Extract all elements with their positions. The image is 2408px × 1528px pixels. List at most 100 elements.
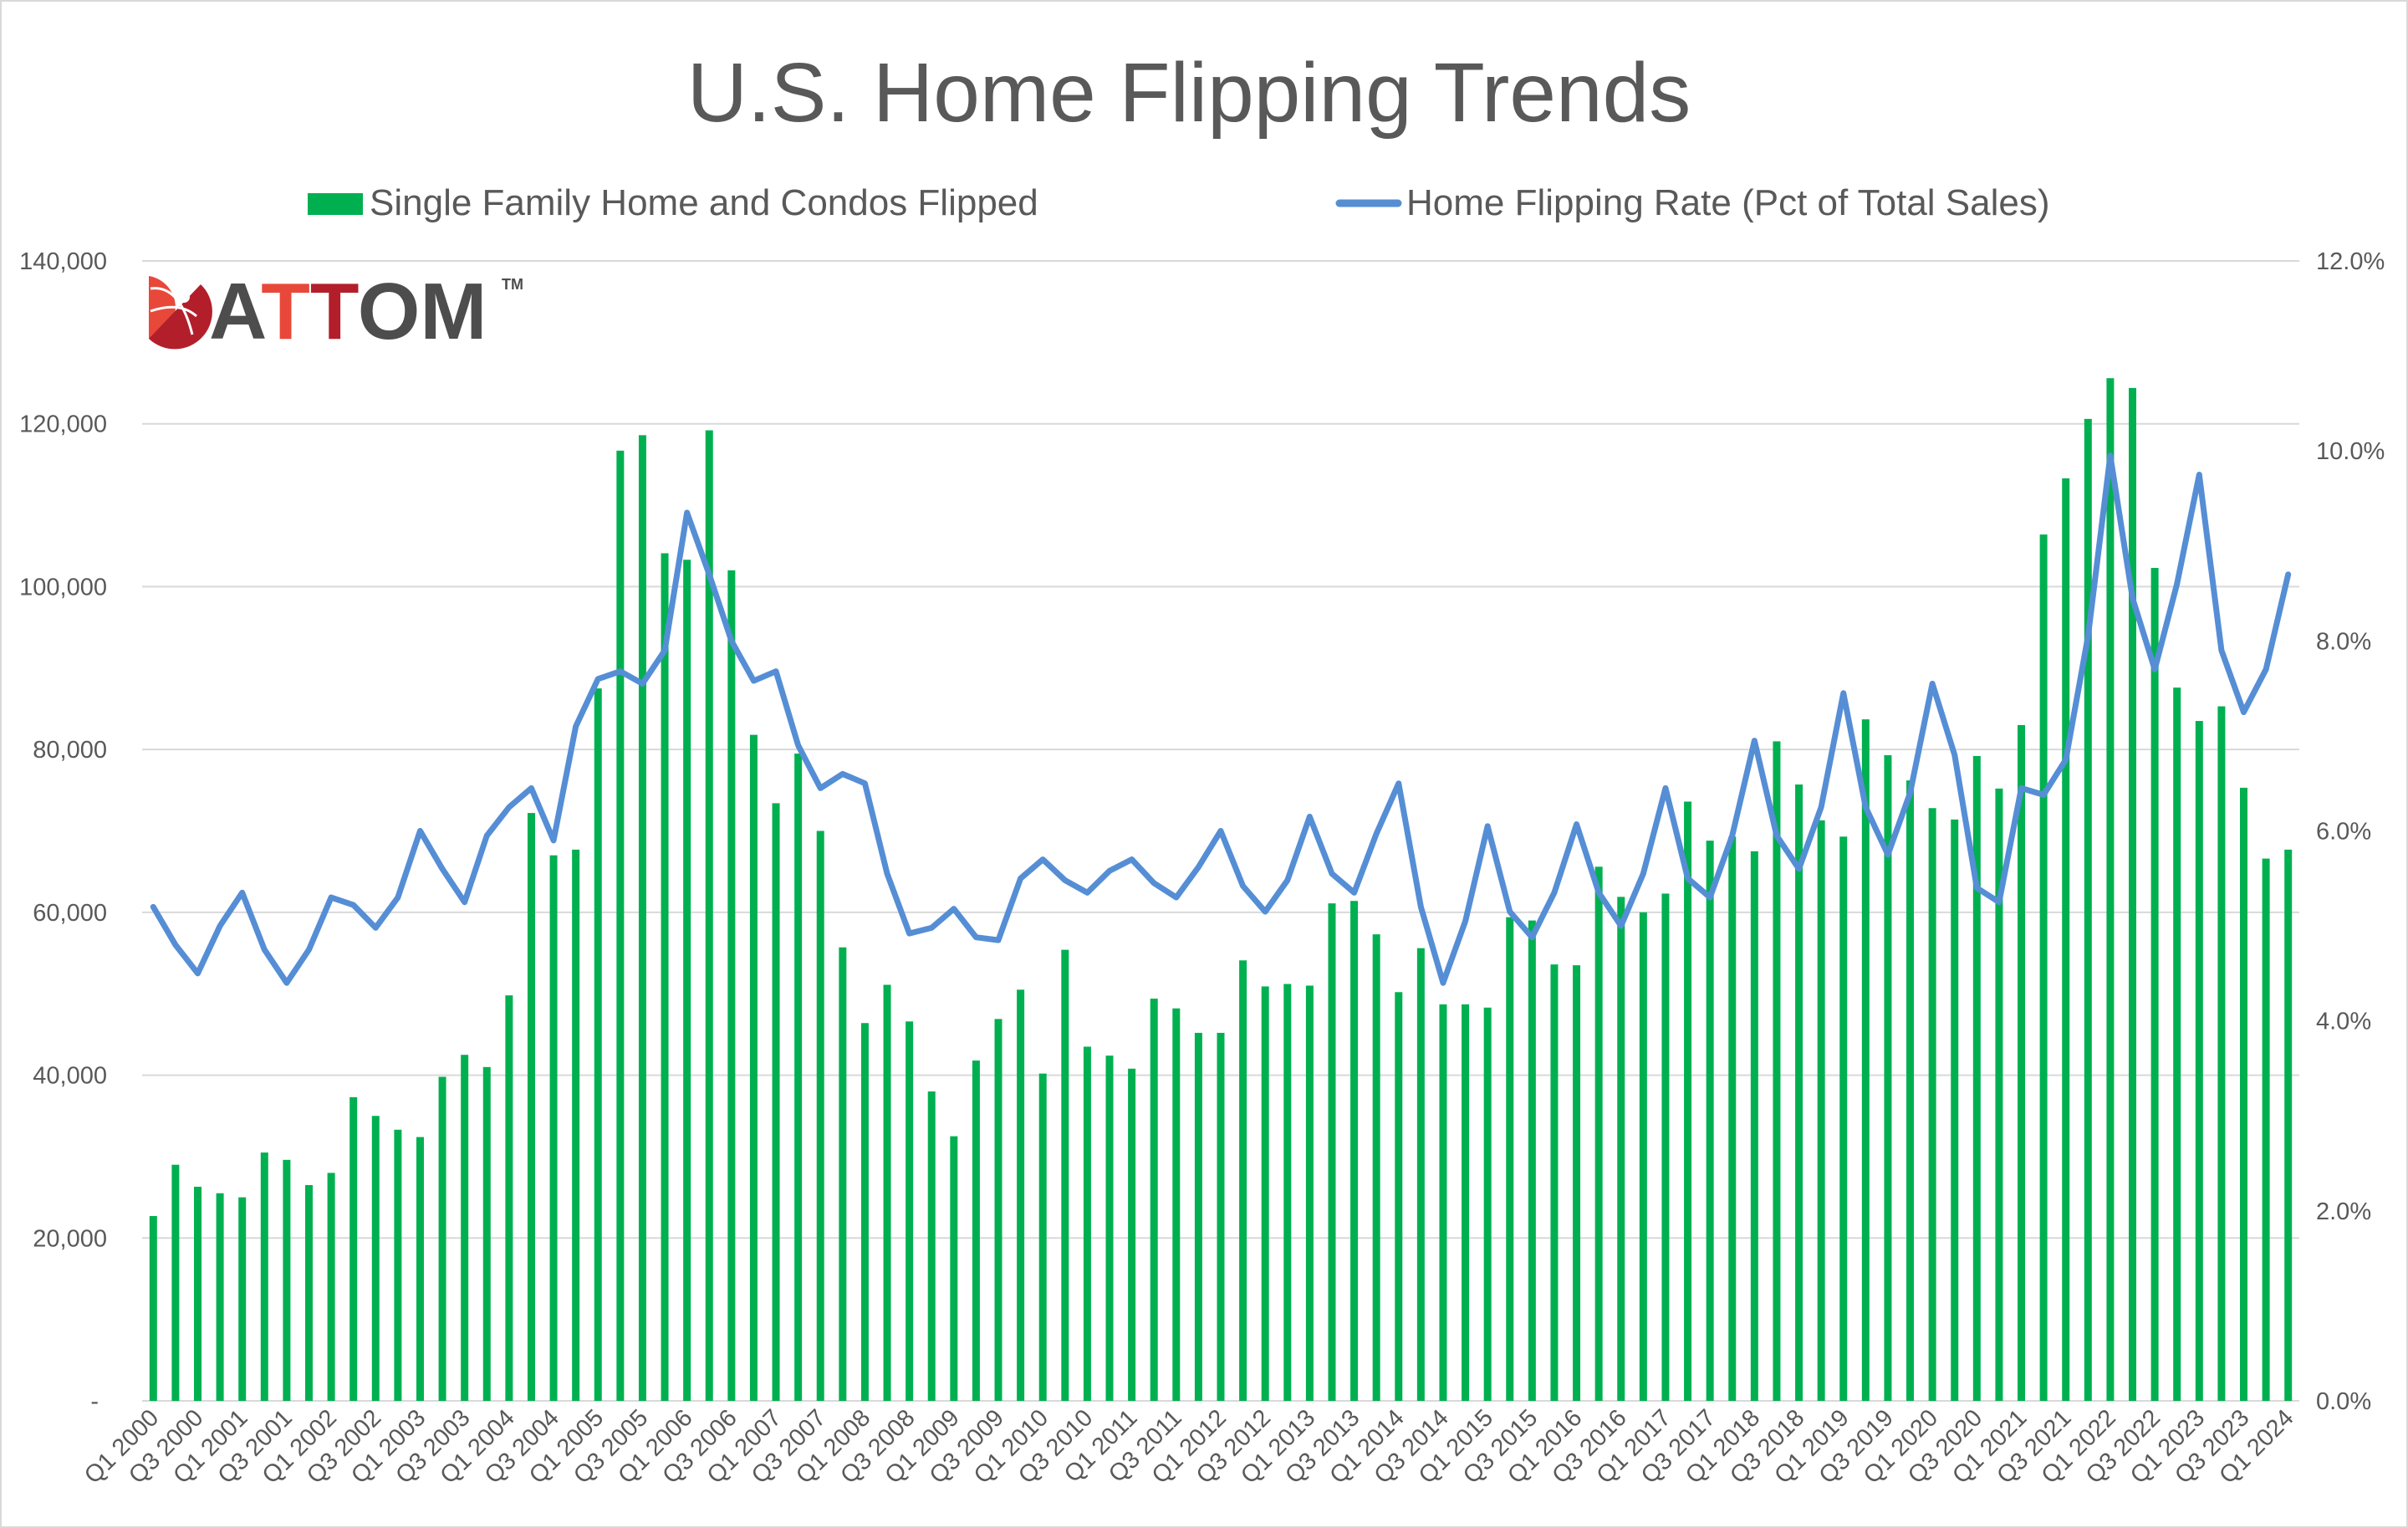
bar: [171, 1164, 180, 1401]
bar: [482, 1066, 491, 1401]
bar: [1506, 917, 1514, 1401]
bar: [2262, 858, 2270, 1401]
left-axis-tick-label: -: [90, 1388, 99, 1415]
bar: [927, 1091, 936, 1401]
bar: [1839, 836, 1848, 1401]
bar: [1706, 841, 1714, 1401]
bar: [1573, 965, 1581, 1401]
bar: [1995, 788, 2003, 1401]
bar: [1194, 1032, 1202, 1401]
bar: [283, 1159, 291, 1401]
bar: [1884, 754, 1892, 1401]
bar: [1128, 1068, 1136, 1401]
bar: [327, 1173, 335, 1401]
bar: [1972, 755, 1981, 1401]
bar: [416, 1137, 424, 1401]
bar: [1773, 741, 1781, 1401]
right-axis-tick-label: 6.0%: [2316, 819, 2371, 846]
bar: [572, 849, 580, 1401]
bar: [1105, 1055, 1114, 1401]
legend-label-bars: Single Family Home and Condos Flipped: [370, 182, 1038, 223]
bar: [260, 1152, 268, 1401]
left-axis-tick-label: 60,000: [33, 900, 107, 927]
bar: [349, 1096, 358, 1401]
bar: [1038, 1073, 1047, 1401]
bar: [661, 553, 669, 1401]
bar: [1750, 851, 1758, 1401]
bar: [1462, 1004, 1470, 1401]
bar: [749, 734, 758, 1401]
bar: [1817, 820, 1825, 1401]
bar: [193, 1186, 202, 1401]
bar: [2039, 534, 2048, 1401]
bar: [2084, 418, 2092, 1402]
bar: [1283, 984, 1292, 1401]
bar: [1861, 719, 1870, 1401]
bar: [2240, 787, 2248, 1401]
bar: [1350, 901, 1359, 1401]
bar: [2150, 568, 2159, 1401]
bar: [950, 1136, 958, 1401]
bar: [883, 984, 891, 1401]
left-axis-tick-label: 120,000: [19, 411, 107, 438]
bar: [2173, 687, 2181, 1401]
bar: [527, 813, 535, 1401]
bar: [1906, 780, 1915, 1401]
bar: [1928, 808, 1936, 1401]
bar: [238, 1197, 247, 1401]
bar: [1795, 784, 1803, 1401]
right-axis-ticks: 0.0% 2.0% 4.0% 6.0% 8.0% 10.0% 12.0%: [2316, 248, 2385, 1415]
left-axis-tick-label: 80,000: [33, 737, 107, 764]
bar: [2018, 724, 2026, 1401]
bar: [794, 754, 803, 1401]
bar: [2062, 478, 2070, 1401]
bar: [1083, 1046, 1091, 1401]
bar: [1684, 801, 1692, 1401]
bar: [1305, 985, 1314, 1401]
bar: [683, 560, 691, 1401]
bar: [371, 1116, 380, 1401]
bar: [149, 1215, 157, 1401]
bar: [1217, 1032, 1225, 1401]
bar: [816, 830, 824, 1401]
left-axis-tick-label: 100,000: [19, 574, 107, 600]
bar: [1439, 1004, 1447, 1401]
right-axis-tick-label: 2.0%: [2316, 1198, 2371, 1225]
logo-wordmark: ATTOM: [209, 267, 487, 356]
bar: [2129, 387, 2137, 1401]
bar: [1261, 986, 1269, 1401]
bar: [1728, 836, 1737, 1401]
left-axis-ticks: - 20,000 40,000 60,000 80,000 100,000 120,000 1…: [19, 248, 107, 1415]
right-axis-tick-label: 0.0%: [2316, 1388, 2371, 1415]
bar: [2106, 378, 2115, 1401]
bar: [994, 1019, 1002, 1401]
bar: [549, 855, 558, 1401]
bar: [772, 803, 780, 1401]
bar: [616, 450, 625, 1401]
bar: [1661, 893, 1670, 1401]
bar: [304, 1185, 313, 1401]
bar: [1416, 948, 1425, 1401]
bar: [2195, 721, 2203, 1401]
logo-trademark: TM: [502, 276, 523, 293]
left-axis-tick-label: 40,000: [33, 1063, 107, 1090]
right-axis-tick-label: 8.0%: [2316, 628, 2371, 655]
bar: [705, 430, 713, 1401]
bar: [860, 1023, 869, 1401]
bar: [1061, 949, 1069, 1401]
bar: [638, 435, 646, 1402]
rate-line-path: [150, 452, 2292, 986]
legend-label-line: Home Flipping Rate (Pct of Total Sales): [1406, 182, 2050, 223]
bar: [1172, 1008, 1181, 1401]
bar: [2217, 706, 2226, 1401]
bar: [505, 995, 513, 1401]
bars: [149, 378, 2293, 1402]
legend-swatch-bars: [308, 193, 363, 215]
bar: [438, 1076, 446, 1401]
legend: Single Family Home and Condos Flipped Ho…: [308, 182, 2050, 223]
bar: [1528, 920, 1536, 1401]
bar: [1239, 960, 1247, 1401]
bar: [906, 1021, 914, 1401]
attom-logo: ATTOM TM: [149, 267, 523, 356]
